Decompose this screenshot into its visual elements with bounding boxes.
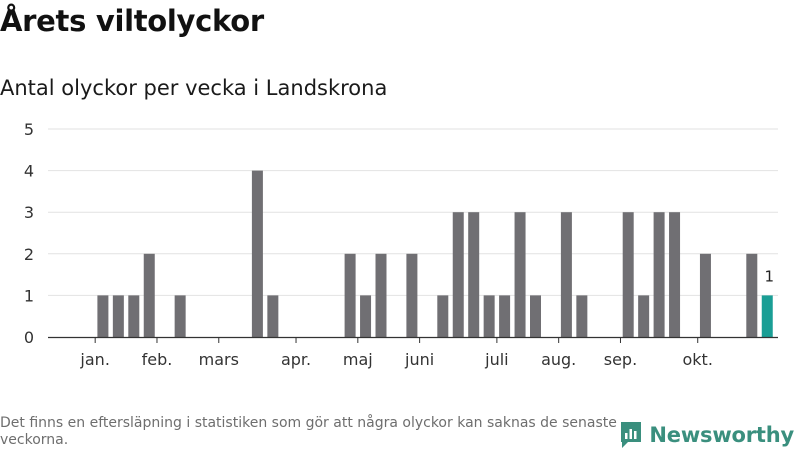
bar[interactable]	[452, 212, 464, 337]
chart-title: Årets viltolyckor	[0, 4, 264, 38]
y-tick-label: 1	[24, 286, 34, 305]
bar-chart: 0 1 2 3 4 5 jan. feb. mars apr. maj juni juli aug. se…	[24, 120, 778, 369]
y-tick-label: 4	[24, 162, 34, 181]
chart-subtitle: Antal olyckor per vecka i Landskrona	[0, 76, 388, 100]
bar[interactable]	[375, 253, 387, 337]
y-tick-label: 5	[24, 120, 34, 139]
x-tick-label: jan.	[79, 350, 109, 369]
newsworthy-logo[interactable]: Newsworthy	[619, 420, 794, 450]
bar[interactable]	[344, 253, 356, 337]
bar[interactable]	[112, 295, 124, 337]
x-tick-label: maj	[343, 350, 373, 369]
y-tick-label: 0	[24, 328, 34, 347]
data-labels: 1	[764, 267, 774, 285]
bar[interactable]	[251, 170, 263, 337]
x-tick-label: feb.	[142, 350, 173, 369]
bar[interactable]	[128, 295, 140, 337]
bar[interactable]	[622, 212, 634, 337]
bar[interactable]	[406, 253, 418, 337]
bars	[97, 170, 773, 337]
x-tick-label: sep.	[604, 350, 637, 369]
x-tick-label: aug.	[541, 350, 576, 369]
y-tick-label: 3	[24, 203, 34, 222]
bar[interactable]	[174, 295, 186, 337]
bar[interactable]	[143, 253, 155, 337]
bar[interactable]	[97, 295, 109, 337]
bar[interactable]	[560, 212, 572, 337]
x-tick-label: juli	[484, 350, 508, 369]
bar[interactable]	[699, 253, 711, 337]
bar[interactable]	[360, 295, 372, 337]
x-axis-month-labels: jan. feb. mars apr. maj juni juli aug. sep. okt.	[79, 337, 713, 369]
bar[interactable]	[669, 212, 681, 337]
y-tick-label: 2	[24, 245, 34, 264]
bar[interactable]	[653, 212, 665, 337]
newsworthy-chart-icon	[621, 422, 642, 448]
bar[interactable]	[437, 295, 449, 337]
bar[interactable]	[638, 295, 650, 337]
bar[interactable]	[530, 295, 541, 337]
y-axis-ticks: 0 1 2 3 4 5	[24, 120, 34, 347]
data-label: 1	[764, 267, 774, 285]
x-tick-label: juni	[404, 350, 434, 369]
bar[interactable]	[267, 295, 279, 337]
bar[interactable]	[746, 253, 758, 337]
x-tick-label: apr.	[281, 350, 311, 369]
bar[interactable]	[499, 295, 511, 337]
x-tick-label: okt.	[683, 350, 713, 369]
brand-name: Newsworthy	[649, 423, 794, 447]
footnote: Det finns en eftersläpning i statistiken…	[0, 415, 617, 448]
x-tick-label: mars	[199, 350, 239, 369]
bar[interactable]	[514, 212, 526, 337]
bar[interactable]	[483, 295, 495, 337]
bar[interactable]	[468, 212, 480, 337]
bar-highlight[interactable]	[761, 295, 773, 337]
bar[interactable]	[576, 295, 588, 337]
